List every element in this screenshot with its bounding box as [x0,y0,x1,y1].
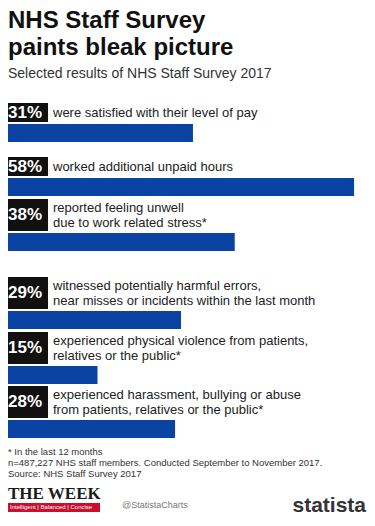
svg-text:Source: NHS Staff Survey 2017: Source: NHS Staff Survey 2017 [8,468,141,479]
svg-text:paints bleak picture: paints bleak picture [8,33,233,60]
svg-text:Intelligent | Balanced | Conci: Intelligent | Balanced | Concise [10,504,93,510]
svg-text:near misses or incidents withi: near misses or incidents within the last… [53,293,315,308]
svg-text:58%: 58% [8,157,42,176]
svg-text:* In the last 12 months: * In the last 12 months [8,446,103,457]
svg-text:worked additional unpaid hours: worked additional unpaid hours [52,159,233,174]
svg-text:witnessed potentially harmful: witnessed potentially harmful errors, [52,278,261,293]
svg-text:experienced physical violence: experienced physical violence from patie… [53,333,308,348]
svg-text:due to work related stress*: due to work related stress* [53,215,207,230]
svg-text:reported feeling unwell: reported feeling unwell [53,200,184,215]
svg-text:Selected results of NHS Staff: Selected results of NHS Staff Survey 201… [8,65,272,81]
svg-text:29%: 29% [8,283,42,302]
svg-text:38%: 38% [8,205,42,224]
svg-text:15%: 15% [8,338,42,357]
svg-text:from patients, relatives or th: from patients, relatives or the public* [53,402,263,417]
svg-text:statista: statista [292,493,366,516]
svg-text:were satisfied with their leve: were satisfied with their level of pay [52,105,258,120]
svg-text:n=487,227 NHS staff members. C: n=487,227 NHS staff members. Conducted S… [8,457,322,468]
svg-text:THE WEEK: THE WEEK [8,484,102,503]
svg-text:@StatistaCharts: @StatistaCharts [122,500,188,510]
svg-text:relatives or the public*: relatives or the public* [53,348,181,363]
svg-text:28%: 28% [8,392,42,411]
svg-text:experienced harassment, bullyi: experienced harassment, bullying or abus… [53,387,301,402]
svg-text:31%: 31% [8,103,42,122]
svg-text:NHS Staff Survey: NHS Staff Survey [8,6,206,33]
